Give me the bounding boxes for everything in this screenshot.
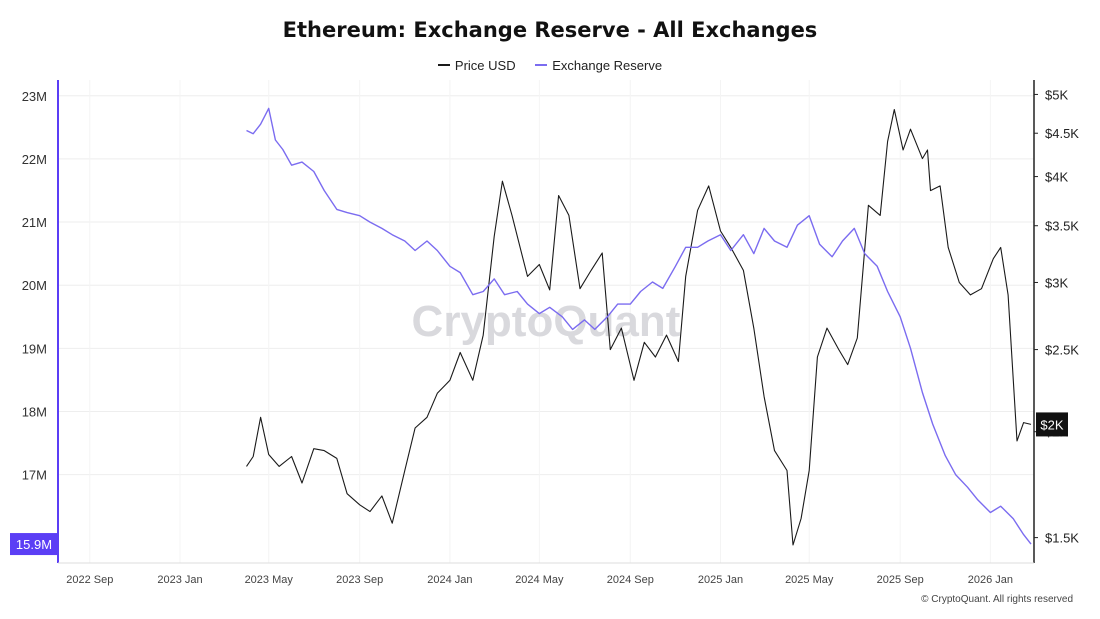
legend-label-price: Price USD (454, 57, 516, 73)
legend-label-reserve: Exchange Reserve (552, 57, 663, 73)
x-tick-label: 2024 Jan (427, 574, 472, 586)
left-tick-label: 19M (22, 341, 47, 356)
left-tick-label: 20M (22, 278, 47, 293)
right-tick-label: $4K (1045, 170, 1068, 185)
x-tick-label: 2025 Sep (877, 574, 924, 586)
x-tick-label: 2023 May (245, 574, 294, 586)
exchange-reserve-line (246, 107, 1032, 545)
right-tick-label: $4.5K (1045, 126, 1079, 141)
right-tick-label: $1.5K (1045, 531, 1079, 546)
legend-item-price[interactable]: Price USD (437, 57, 516, 73)
x-tick-label: 2024 Sep (607, 574, 654, 586)
x-tick-label: 2024 May (515, 574, 564, 586)
right-tick-label: $5K (1045, 87, 1068, 102)
left-tick-label: 18M (22, 404, 47, 419)
x-tick-label: 2023 Jan (157, 574, 202, 586)
x-tick-label: 2022 Sep (66, 574, 113, 586)
legend-swatch-price (437, 64, 450, 66)
price-line (246, 108, 1032, 546)
right-value-badge (1036, 412, 1068, 437)
left-tick-label: 23M (22, 89, 47, 104)
watermark-group: CryptoQuant (412, 297, 681, 346)
x-tick-label: 2023 Sep (336, 574, 383, 586)
x-tick-label: 2025 Jan (698, 574, 743, 586)
left-value-badge (10, 533, 58, 556)
chart-title: Ethereum: Exchange Reserve - All Exchang… (282, 18, 818, 42)
left-value-badge-label: 15.9M (16, 537, 52, 552)
right-tick-label: $3.5K (1045, 219, 1079, 234)
legend-swatch-reserve (535, 64, 548, 66)
grid-lines (58, 80, 1034, 563)
series-lines (246, 107, 1032, 546)
chart-legend: Price USD Exchange Reserve (0, 54, 1100, 73)
left-tick-label: 22M (22, 152, 47, 167)
left-tick-label: 21M (22, 215, 47, 230)
left-tick-label: 17M (22, 468, 47, 483)
right-tick-label: $2.5K (1045, 343, 1079, 358)
right-value-badge-label: $2K (1040, 417, 1063, 432)
x-tick-label: 2025 May (785, 574, 834, 586)
legend-item-reserve[interactable]: Exchange Reserve (535, 58, 662, 73)
copyright-footer: © CryptoQuant. All rights reserved (921, 594, 1073, 605)
axis-labels: 23M 22M 21M 20M 19M 18M 17M 2022 Sep 2023 Jan 202… (22, 87, 1080, 586)
x-tick-label: 2026 Jan (968, 574, 1013, 586)
value-badges: 15.9M $2K (10, 412, 1068, 556)
axes (57, 80, 1038, 564)
watermark: CryptoQuant (412, 297, 681, 346)
right-tick-label: $3K (1045, 275, 1068, 290)
